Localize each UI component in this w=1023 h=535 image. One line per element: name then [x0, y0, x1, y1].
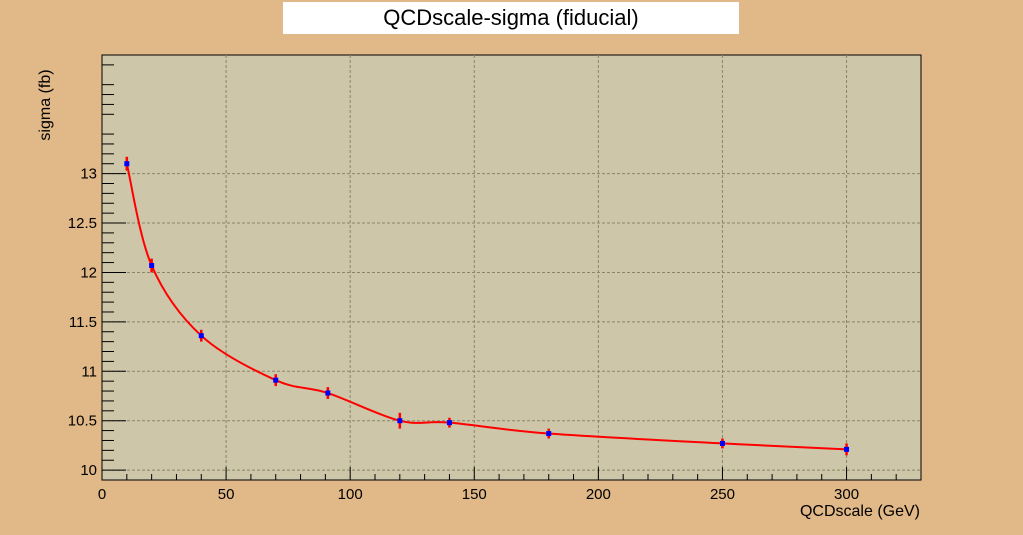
data-point [446, 420, 452, 426]
series-line [125, 163, 847, 451]
y-tick-label: 11.5 [69, 314, 97, 331]
data-point [198, 333, 204, 339]
x-tick-label: 0 [98, 486, 106, 503]
data-point [149, 263, 155, 269]
data-point [273, 377, 279, 383]
curve-layer [125, 163, 847, 451]
x-tick-label: 50 [218, 486, 235, 503]
y-tick-label: 12 [80, 264, 97, 281]
y-tick-label: 12.5 [68, 215, 97, 232]
grid-layer [102, 55, 921, 480]
y-tick-label: 11 [81, 363, 97, 380]
chart-title: QCDscale-sigma (fiducial) [283, 2, 739, 34]
y-tick-label: 10.5 [68, 413, 97, 430]
data-point [397, 418, 403, 424]
plot-area [101, 54, 922, 481]
x-axis-label: QCDscale (GeV) [800, 503, 920, 520]
y-tick-label: 13 [80, 166, 97, 183]
y-tick-label: 10 [80, 462, 97, 479]
x-tick-label: 250 [710, 486, 735, 503]
data-point [124, 161, 130, 167]
x-tick-label: 200 [586, 486, 611, 503]
data-point [844, 446, 850, 452]
data-point [546, 431, 552, 437]
x-tick-label: 100 [338, 486, 363, 503]
data-point [325, 390, 331, 396]
y-axis-label: sigma (fb) [37, 69, 54, 140]
x-tick-label: 150 [462, 486, 487, 503]
axes-layer: 0 50 100 150 200 250 300 10 10.5 11 11.5 12 12.5 13 [68, 54, 922, 503]
points-layer [124, 156, 850, 456]
data-point [719, 440, 725, 446]
x-tick-label: 300 [834, 486, 859, 503]
